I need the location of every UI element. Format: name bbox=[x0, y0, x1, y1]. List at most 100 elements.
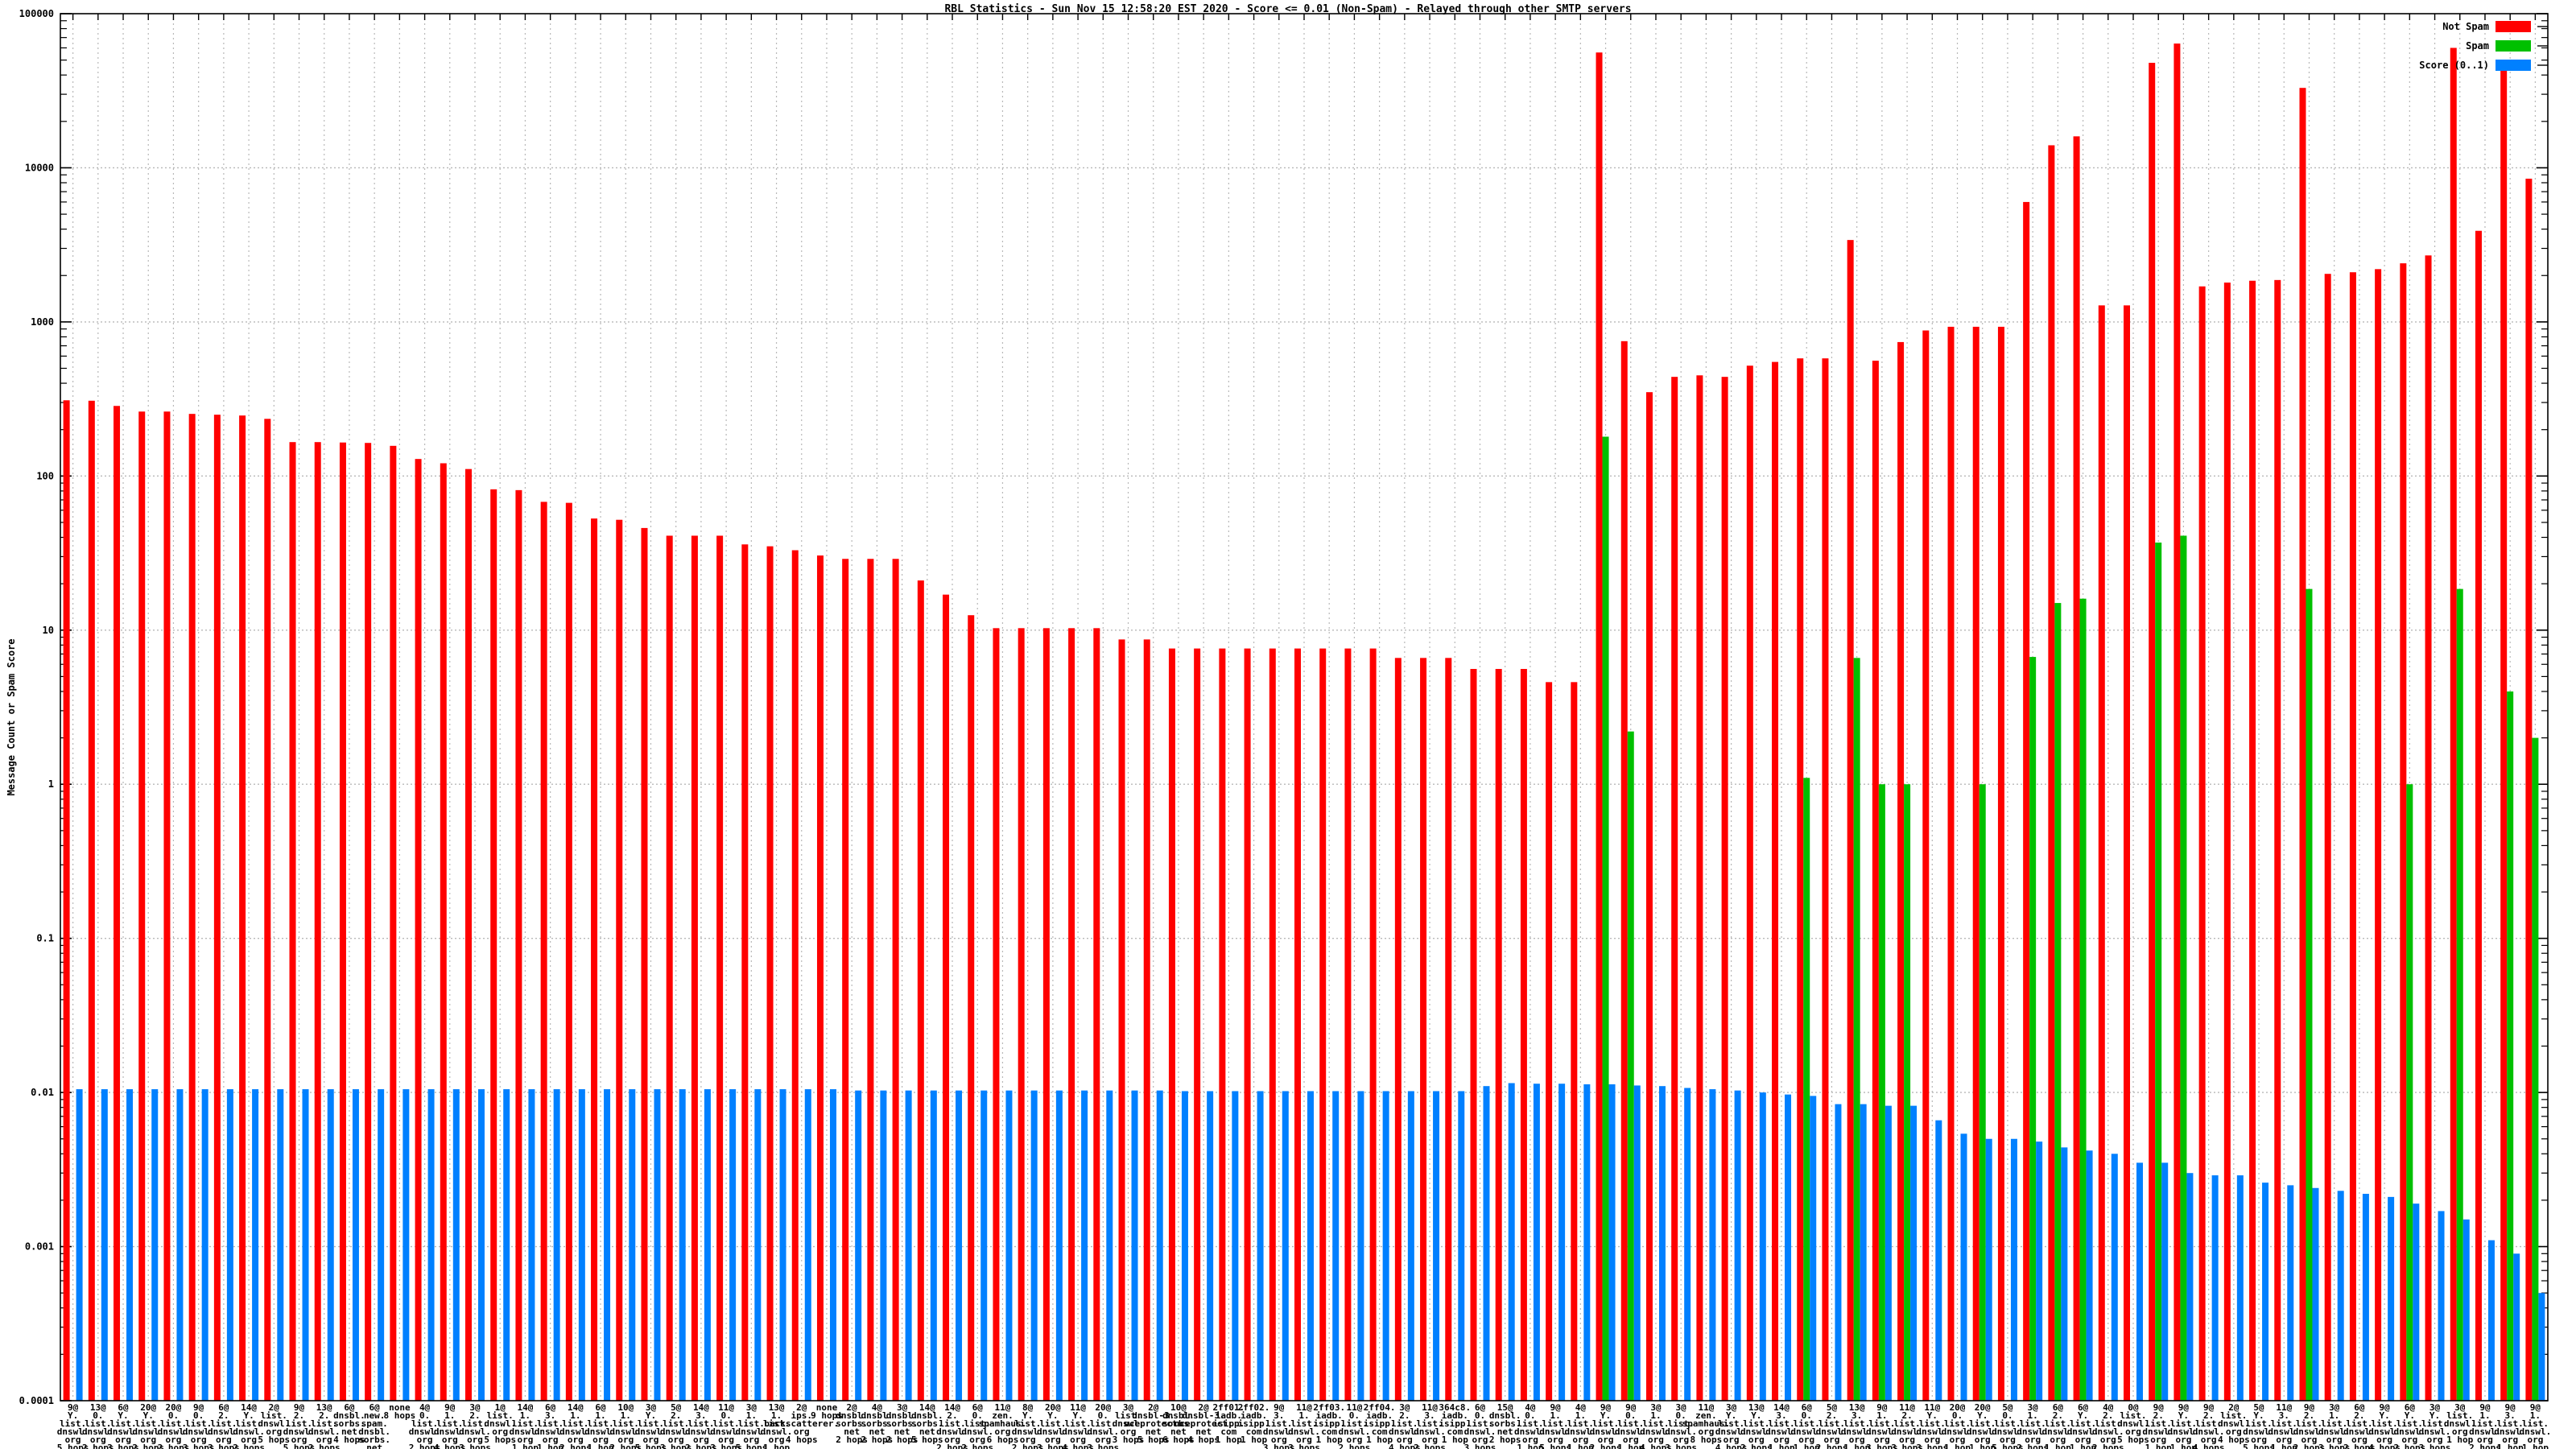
bar-score bbox=[1181, 1091, 1188, 1401]
y-tick-label: 0.1 bbox=[36, 933, 54, 944]
bar-not-spam bbox=[1093, 628, 1100, 1401]
bar-score bbox=[101, 1089, 108, 1401]
x-axis-label: 9@ 2. list. dnswl. org 4 hops bbox=[2193, 1402, 2225, 1449]
x-axis-label: 3@ Y. list. dnswl. org 5 hops bbox=[635, 1402, 667, 1449]
bar-not-spam bbox=[1797, 358, 1804, 1401]
bar-not-spam bbox=[63, 400, 70, 1401]
x-axis-label: 6@ 0. list. dnswl. org 1 hop bbox=[1790, 1402, 1823, 1449]
bar-not-spam bbox=[993, 628, 1000, 1401]
bar-not-spam bbox=[2073, 136, 2080, 1401]
x-axis-label: 14@ 3. list. dnswl. org 1 hop bbox=[1765, 1402, 1798, 1449]
bar-score bbox=[1910, 1105, 1918, 1401]
bar-not-spam bbox=[289, 442, 296, 1402]
bar-not-spam bbox=[666, 535, 673, 1402]
bar-score bbox=[829, 1089, 836, 1401]
bar-not-spam bbox=[339, 442, 346, 1401]
x-axis-label: 13@ 0. list. dnswl. org 2 hops bbox=[82, 1402, 114, 1449]
bar-score bbox=[2413, 1203, 2420, 1401]
x-axis-label: 5@ 2. list. dnswl. org 3 hops bbox=[660, 1402, 692, 1449]
bar-not-spam bbox=[188, 414, 196, 1401]
x-axis-label: 4@ 0. list. dnswl. org 1 hop bbox=[1514, 1402, 1546, 1449]
bar-score bbox=[1885, 1105, 1892, 1401]
bar-not-spam bbox=[1294, 648, 1301, 1401]
bar-score bbox=[779, 1089, 786, 1401]
bar-spam bbox=[1803, 778, 1810, 1401]
bar-not-spam bbox=[968, 615, 975, 1401]
x-axis-label: 6@ 0. list. dnswl. org 3 hops bbox=[1464, 1402, 1496, 1449]
x-axis-label: 4@ 1. list. dnswl. org 1 hop bbox=[1564, 1402, 1596, 1449]
bar-score bbox=[1282, 1091, 1289, 1401]
bar-score bbox=[2186, 1173, 2194, 1401]
x-axis-label: 9@ 1. list. dnswl. org 5 hops bbox=[1539, 1402, 1571, 1449]
bar-score bbox=[2388, 1196, 2395, 1401]
bar-not-spam bbox=[1369, 648, 1377, 1401]
bar-score bbox=[629, 1089, 636, 1401]
bar-spam bbox=[2532, 737, 2539, 1401]
bar-score bbox=[252, 1089, 259, 1401]
x-axis-label: 20@ Y. list. dnswl. org 1 hop bbox=[1967, 1402, 1999, 1449]
bar-score bbox=[1508, 1083, 1515, 1401]
bar-score bbox=[427, 1089, 435, 1401]
chart-title: RBL Statistics - Sun Nov 15 12:58:20 EST… bbox=[944, 3, 1632, 15]
bar-not-spam bbox=[2223, 283, 2231, 1402]
bar-not-spam bbox=[1620, 341, 1628, 1401]
legend-swatch bbox=[2496, 40, 2531, 52]
bar-not-spam bbox=[1571, 682, 1578, 1401]
bar-score bbox=[729, 1089, 737, 1401]
x-axis-label: 6@ dnsbl. sorbs. net 4 hops bbox=[333, 1402, 365, 1445]
x-axis-label: 3@ 1. list. dnswl. org 5 hops bbox=[735, 1402, 767, 1449]
bar-score bbox=[1407, 1091, 1414, 1401]
x-axis-label: 20@ 0. list. dnswl. org 2 hops bbox=[158, 1402, 190, 1449]
bar-not-spam bbox=[2174, 43, 2181, 1402]
x-axis-label: 14@ 3. list. dnswl. org 2 hops bbox=[685, 1402, 717, 1449]
bar-score bbox=[679, 1089, 686, 1401]
x-axis-label: 20@ Y. list. dnswl. org 2 hops bbox=[132, 1402, 164, 1449]
bar-score bbox=[1257, 1091, 1264, 1401]
bar-not-spam bbox=[892, 559, 899, 1401]
bar-score bbox=[1533, 1084, 1540, 1401]
bar-score bbox=[1332, 1091, 1340, 1401]
bar-not-spam bbox=[1470, 668, 1477, 1401]
legend-label: Not Spam bbox=[2442, 21, 2489, 32]
bar-score bbox=[604, 1089, 611, 1401]
x-axis-label: 5@ Y. list. dnswl. org 5 hops bbox=[2243, 1402, 2275, 1449]
bar-not-spam bbox=[1394, 658, 1402, 1401]
bar-score bbox=[151, 1089, 159, 1401]
bar-not-spam bbox=[1068, 628, 1075, 1401]
bar-score bbox=[704, 1089, 711, 1401]
bar-spam bbox=[2079, 598, 2087, 1401]
bar-not-spam bbox=[2525, 178, 2533, 1402]
x-axis-label: 3@ 1. list. dnswl. org 3 hops bbox=[2318, 1402, 2351, 1449]
bar-score bbox=[956, 1090, 963, 1401]
bar-score bbox=[2538, 1293, 2545, 1401]
x-axis-label: 6@ Y. list. dnswl. org 1 hop bbox=[2067, 1402, 2099, 1449]
bar-not-spam bbox=[842, 559, 849, 1401]
bar-score bbox=[327, 1089, 334, 1401]
bar-not-spam bbox=[816, 555, 824, 1401]
y-tick-label: 0.0001 bbox=[19, 1395, 54, 1406]
bar-score bbox=[2287, 1185, 2294, 1401]
x-axis-label: 6@ 3. list. dnswl. org 1 hop bbox=[535, 1402, 567, 1449]
x-axis-label: 6@ 0. list. dnswl. org 2 hops bbox=[961, 1402, 993, 1449]
bar-score bbox=[880, 1090, 887, 1401]
x-axis-label: 11@ Y. list. dnswl. org 4 hops bbox=[1062, 1402, 1094, 1449]
bar-score bbox=[578, 1089, 585, 1401]
x-axis-label: 9@ 1. list. dnswl. org 1 hop bbox=[2520, 1402, 2552, 1449]
bar-not-spam bbox=[2450, 47, 2457, 1402]
x-axis-label: 9@ 3. list. dnswl. org 1 hop bbox=[2494, 1402, 2526, 1449]
x-axis-label: 2@ dnsbl. sorbs. net 2 hops bbox=[836, 1402, 868, 1445]
bar-score bbox=[553, 1089, 560, 1401]
bar-score bbox=[76, 1089, 83, 1401]
x-axis-label: 2ff02. iadb. isipp. com 1 hop bbox=[1238, 1402, 1270, 1445]
bar-not-spam bbox=[1168, 648, 1175, 1401]
x-axis-label: 2@ dnsbl-3. uceprotect. net 5 hops bbox=[1124, 1402, 1183, 1445]
bar-score bbox=[2086, 1150, 2093, 1401]
bar-not-spam bbox=[1872, 361, 1879, 1401]
bar-score bbox=[2337, 1191, 2344, 1401]
x-axis-label: 9@ 2. list. dnswl. org 5 hops bbox=[283, 1402, 316, 1449]
x-axis-label: 2ff03. iadb. isipp. com 1 hop bbox=[1313, 1402, 1345, 1445]
bar-score bbox=[2211, 1175, 2219, 1401]
bar-spam bbox=[2456, 588, 2463, 1401]
legend-swatch bbox=[2496, 21, 2531, 32]
